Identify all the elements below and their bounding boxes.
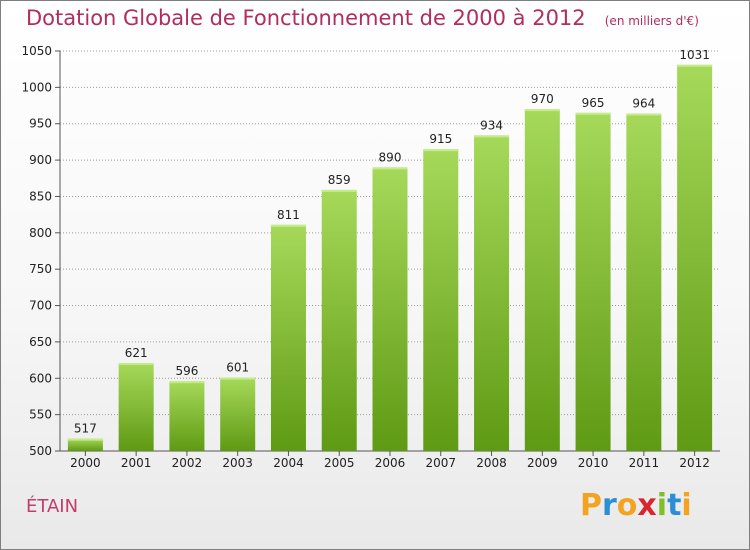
x-tick-label: 2005: [324, 456, 355, 470]
y-tick-label: 650: [29, 335, 52, 349]
bar-2007: [423, 149, 459, 451]
value-label: 621: [125, 346, 148, 360]
chart-title-block: Dotation Globale de Fonctionnement de 20…: [26, 6, 699, 30]
bar-top-highlight: [474, 135, 510, 138]
bar-top-highlight: [626, 113, 662, 116]
x-tick-label: 2001: [121, 456, 152, 470]
x-tick-label: 2004: [273, 456, 304, 470]
value-label: 596: [175, 364, 198, 378]
bar-2003: [220, 377, 256, 451]
x-tick-label: 2010: [578, 456, 609, 470]
value-label: 890: [379, 150, 402, 164]
bar-top-highlight: [270, 224, 306, 227]
x-tick-label: 2007: [425, 456, 456, 470]
x-tick-label: 2012: [679, 456, 710, 470]
bar-top-highlight: [575, 112, 611, 115]
bar-top-highlight: [169, 381, 205, 384]
x-tick-label: 2000: [70, 456, 101, 470]
bar-top-highlight: [372, 167, 408, 170]
value-label: 859: [328, 173, 351, 187]
logo-letter: P: [580, 488, 602, 523]
logo-letter: i: [656, 488, 668, 523]
y-tick-label: 600: [29, 371, 52, 385]
x-tick-label: 2006: [375, 456, 406, 470]
bar: [677, 64, 713, 452]
bar-2001: [118, 363, 154, 451]
bar-2012: [677, 64, 713, 452]
x-tick-label: 2009: [527, 456, 558, 470]
y-tick-label: 500: [29, 444, 52, 458]
bar: [575, 112, 611, 452]
chart-title: Dotation Globale de Fonctionnement de 20…: [26, 6, 586, 30]
bar: [474, 135, 510, 451]
logo-letter: t: [667, 488, 682, 523]
chart-subtitle: (en milliers d'€): [604, 14, 699, 28]
bar-2008: [474, 135, 510, 451]
bar-top-highlight: [677, 64, 713, 67]
bar: [321, 189, 357, 451]
bar-top-highlight: [321, 189, 357, 192]
logo-letter: i: [681, 488, 692, 523]
bar: [270, 224, 306, 451]
bars: [67, 64, 713, 452]
x-tick-label: 2002: [172, 456, 203, 470]
logo-letter: r: [602, 488, 617, 523]
bar-top-highlight: [524, 109, 560, 112]
bar-2005: [321, 189, 357, 451]
proxiti-logo: Proxiti: [580, 488, 692, 523]
bar: [220, 377, 256, 451]
bar-2006: [372, 167, 408, 451]
y-tick-label: 1050: [21, 44, 52, 58]
bar: [423, 149, 459, 451]
value-label: 517: [74, 422, 97, 436]
value-label: 964: [632, 97, 655, 111]
bar-top-highlight: [67, 438, 103, 441]
bar: [372, 167, 408, 451]
y-tick-label: 850: [29, 189, 52, 203]
y-tick-label: 800: [29, 226, 52, 240]
bar: [67, 438, 103, 451]
logo-letter: x: [637, 488, 657, 523]
labels: 500 550 600 650 700 750 800 850 900 950 1000 1050 51…: [21, 44, 709, 470]
value-label: 965: [582, 96, 605, 110]
y-tick-label: 900: [29, 153, 52, 167]
x-tick-label: 2011: [629, 456, 660, 470]
x-tick-label: 2008: [476, 456, 507, 470]
bar: [626, 113, 662, 451]
y-tick-label: 1000: [21, 80, 52, 94]
y-tick-label: 550: [29, 408, 52, 422]
bar: [169, 381, 205, 451]
value-label: 970: [531, 92, 554, 106]
commune-name: ÉTAIN: [26, 496, 79, 517]
value-label: 811: [277, 208, 300, 222]
y-tick-label: 750: [29, 262, 52, 276]
bar-top-highlight: [423, 149, 459, 152]
value-label: 915: [429, 132, 452, 146]
bar: [524, 109, 560, 451]
bar-top-highlight: [220, 377, 256, 380]
value-label: 934: [480, 118, 503, 132]
value-label: 1031: [679, 48, 710, 62]
bar-2011: [626, 113, 662, 451]
logo-letter: o: [616, 488, 638, 523]
bar-2002: [169, 381, 205, 451]
x-tick-label: 2003: [222, 456, 253, 470]
y-tick-label: 950: [29, 117, 52, 131]
bar-2000: [67, 438, 103, 451]
bar-2004: [270, 224, 306, 451]
bar-2009: [524, 109, 560, 451]
value-label: 601: [226, 361, 249, 375]
y-tick-label: 700: [29, 299, 52, 313]
bar-2010: [575, 112, 611, 452]
bar-top-highlight: [118, 363, 154, 365]
bar: [118, 363, 154, 451]
